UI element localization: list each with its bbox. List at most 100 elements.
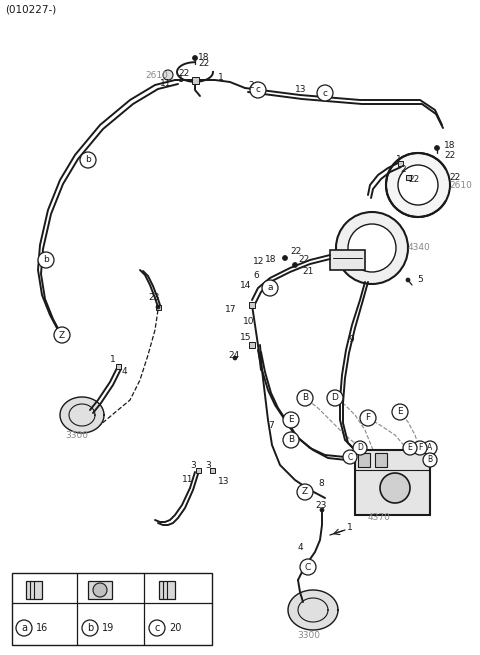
Circle shape [297,484,313,500]
Bar [406,174,410,179]
Circle shape [423,441,437,455]
Circle shape [317,85,333,101]
Text: 12: 12 [253,257,264,267]
Text: A: A [427,443,432,453]
Circle shape [149,620,165,636]
Circle shape [297,390,313,406]
Text: 20: 20 [169,623,181,633]
Circle shape [82,620,98,636]
Text: 1: 1 [347,523,353,533]
Text: 1: 1 [218,73,224,81]
Circle shape [336,212,408,284]
Text: 3300: 3300 [65,430,88,440]
Text: E: E [288,415,294,424]
Bar [209,468,215,472]
Text: 22: 22 [444,151,455,160]
Text: B: B [302,394,308,403]
Text: E: E [408,443,412,453]
Circle shape [292,263,298,267]
Circle shape [283,412,299,428]
Text: 4: 4 [298,544,304,553]
Text: 4370: 4370 [368,514,391,523]
Text: 15: 15 [240,333,252,343]
Text: 21: 21 [302,267,313,276]
Bar [156,305,160,310]
Circle shape [192,56,197,60]
Circle shape [406,278,410,282]
Text: 4340: 4340 [408,244,431,252]
Text: 3: 3 [205,460,211,470]
Circle shape [423,453,437,467]
Text: Z: Z [59,331,65,339]
Text: a: a [21,623,27,633]
Circle shape [360,410,376,426]
Bar [26,581,42,599]
Text: F: F [365,413,371,422]
Text: 7: 7 [268,421,274,430]
Text: c: c [255,86,261,94]
Circle shape [80,152,96,168]
Text: C: C [348,453,353,462]
Bar [358,453,370,467]
Circle shape [353,441,367,455]
Text: 1: 1 [110,356,116,364]
Text: 11: 11 [160,79,171,88]
Text: 2: 2 [400,166,406,174]
Text: 17: 17 [225,305,237,314]
Bar [88,581,112,599]
Text: 10: 10 [243,318,254,326]
Text: 22: 22 [408,176,419,185]
Circle shape [156,305,160,309]
Text: c: c [323,88,327,98]
Text: 22: 22 [298,255,309,265]
Text: 4: 4 [122,367,128,377]
Text: 1: 1 [396,155,402,164]
Text: 23: 23 [148,293,159,303]
Bar [355,450,430,515]
Text: 2: 2 [248,81,253,90]
Text: 2610: 2610 [449,181,472,189]
Text: D: D [357,443,363,453]
Text: 19: 19 [102,623,114,633]
Circle shape [380,473,410,503]
Circle shape [300,559,316,575]
Text: (010227-): (010227-) [5,5,56,15]
Text: Z: Z [302,487,308,496]
Text: B: B [288,436,294,445]
Circle shape [283,255,288,261]
Circle shape [392,404,408,420]
Circle shape [262,280,278,296]
Bar [195,468,201,472]
Text: 18: 18 [444,141,456,149]
Text: 16: 16 [36,623,48,633]
Text: 9: 9 [348,335,354,345]
Text: b: b [43,255,49,265]
Text: 22: 22 [198,60,209,69]
Circle shape [348,224,396,272]
Polygon shape [60,397,104,433]
Text: 13: 13 [218,477,229,487]
Bar [192,77,199,83]
Bar [249,302,255,308]
Text: 13: 13 [295,86,307,94]
Circle shape [54,327,70,343]
Text: 11: 11 [182,476,193,485]
Circle shape [93,583,107,597]
Circle shape [434,145,440,151]
Circle shape [403,441,417,455]
Circle shape [320,508,324,512]
Text: 6: 6 [253,271,259,280]
Text: 18: 18 [265,255,276,265]
Bar [375,453,387,467]
Circle shape [413,441,427,455]
Polygon shape [288,590,338,630]
Circle shape [386,153,450,217]
Circle shape [233,356,237,360]
Circle shape [343,450,357,464]
Circle shape [398,165,438,205]
Text: 24: 24 [228,350,239,360]
Bar [397,160,403,166]
Text: b: b [87,623,93,633]
Circle shape [327,390,343,406]
Text: 1: 1 [178,75,184,84]
